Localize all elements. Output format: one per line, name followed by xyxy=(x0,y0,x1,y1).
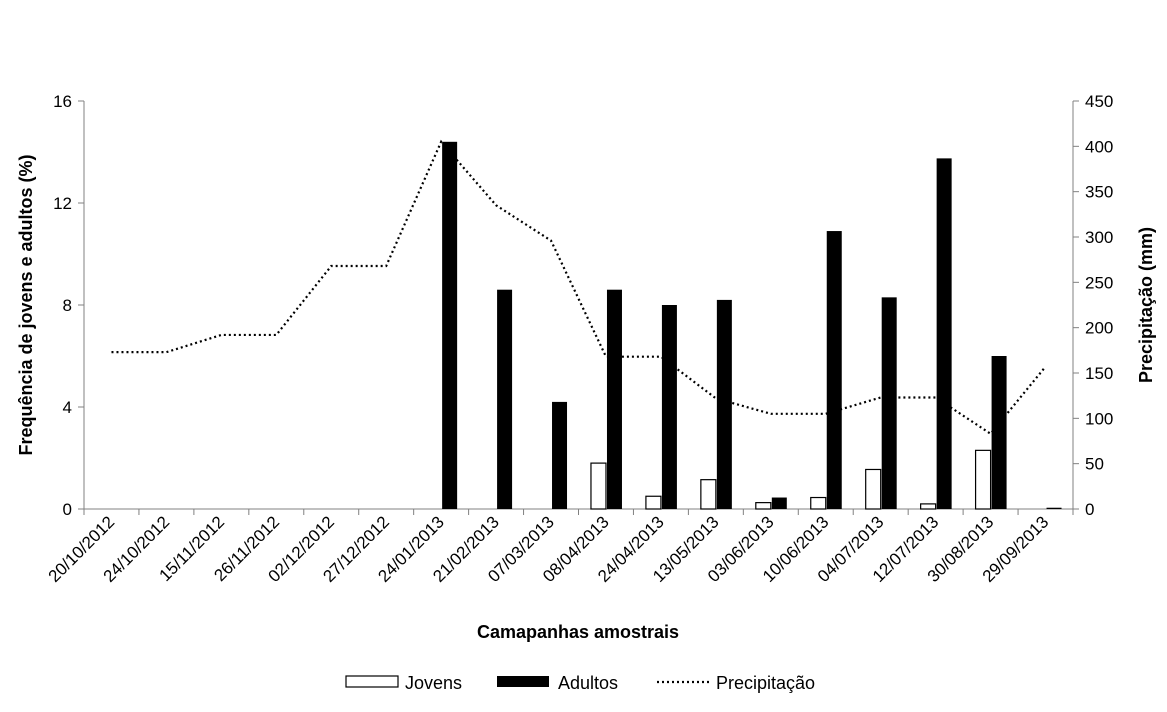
bar-jovens xyxy=(865,468,882,510)
bar-jovens xyxy=(755,502,772,510)
bar-adultos xyxy=(826,231,842,510)
legend-swatch-jovens xyxy=(345,675,399,688)
precipitation-line-group xyxy=(111,139,1047,436)
bar-adultos xyxy=(606,289,622,509)
legend-swatch-adultos xyxy=(497,676,549,687)
y-tick-label-right: 0 xyxy=(1085,500,1094,519)
y-tick-label-right: 300 xyxy=(1085,228,1113,247)
y-tick-label-right: 100 xyxy=(1085,409,1113,428)
bar-jovens xyxy=(920,503,937,510)
bar-jovens xyxy=(645,495,662,510)
bar-jovens xyxy=(590,462,607,510)
bar-adultos xyxy=(881,297,897,509)
x-axis-title: Camapanhas amostrais xyxy=(477,622,679,642)
bar-jovens xyxy=(974,449,992,510)
legend: Jovens Adultos Precipitação xyxy=(345,673,815,693)
legend-label-adultos: Adultos xyxy=(558,673,618,693)
bar-adultos xyxy=(716,299,732,509)
y-axis-title-right: Precipitação (mm) xyxy=(1136,227,1156,383)
bar-adultos xyxy=(991,356,1007,509)
y-tick-label-right: 400 xyxy=(1085,137,1113,156)
axes-group xyxy=(78,100,1079,515)
bar-adultos xyxy=(552,401,568,509)
precipitacao-line xyxy=(111,139,1047,436)
legend-label-jovens: Jovens xyxy=(405,673,462,693)
y-tick-label-right: 200 xyxy=(1085,319,1113,338)
y-tick-label-right: 50 xyxy=(1085,455,1104,474)
bar-jovens xyxy=(700,479,717,510)
legend-label-precipitacao: Precipitação xyxy=(716,673,815,693)
y-tick-label-right: 450 xyxy=(1085,92,1113,111)
y-tick-label-left: 16 xyxy=(53,92,72,111)
y-tick-label-left: 8 xyxy=(63,296,72,315)
y-tick-label-left: 12 xyxy=(53,194,72,213)
bar-adultos xyxy=(497,289,513,509)
y-tick-label-right: 350 xyxy=(1085,183,1113,202)
bars-group xyxy=(442,141,1062,510)
y-tick-label-right: 250 xyxy=(1085,273,1113,292)
bar-jovens xyxy=(810,496,827,510)
bar-adultos xyxy=(661,305,677,509)
bar-adultos xyxy=(1046,507,1062,509)
bar-adultos xyxy=(936,158,952,509)
y-tick-label-left: 0 xyxy=(63,500,72,519)
y-axis-title-left: Frequência de jovens e adultos (%) xyxy=(16,154,36,455)
y-tick-label-left: 4 xyxy=(63,398,72,417)
bar-adultos xyxy=(771,497,787,509)
y-tick-label-right: 150 xyxy=(1085,364,1113,383)
bar-adultos xyxy=(442,141,458,510)
